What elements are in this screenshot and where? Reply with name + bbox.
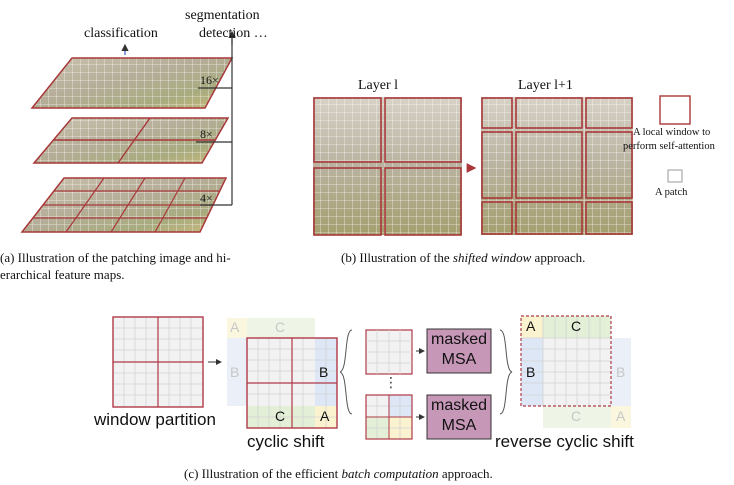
shift-letter-a: A (320, 408, 330, 424)
rev-letter-a: A (526, 318, 536, 334)
masked-msa-label-1: masked MSA (430, 331, 488, 368)
scale-16x: 16× (200, 73, 219, 87)
legend-window-text-1: A local window to (633, 127, 711, 138)
legend-window-text-2: perform self-attention (623, 141, 715, 152)
rev-letter-b: B (526, 364, 536, 380)
layer-l1-title: Layer l+1 (518, 78, 573, 93)
caption-b: (b) Illustration of the shifted window a… (341, 250, 586, 265)
rev-ghost-letter-a: A (616, 408, 626, 424)
panel-b-diagram (313, 95, 691, 236)
legend-window-swatch (659, 95, 691, 125)
masked-msa-box-2 (426, 394, 492, 440)
brace-left (339, 329, 353, 415)
label-cyclic-shift: cyclic shift (247, 432, 325, 451)
panel-c-diagram (112, 315, 631, 440)
scale-4x: 4× (200, 191, 213, 205)
batch-window-2 (365, 394, 413, 440)
cyclic-shift-grid (227, 318, 338, 429)
legend-patch-text: A patch (655, 187, 688, 198)
caption-c: (c) Illustration of the efficient batch … (184, 466, 493, 481)
rev-letter-c: C (571, 318, 582, 334)
layer-l1-windows (481, 97, 633, 235)
ghost-letter-b: B (230, 364, 240, 380)
caption-a-line1: (a) Illustration of the patching image a… (0, 250, 231, 265)
feature-map-4x (20, 177, 228, 233)
shift-letter-c: C (275, 408, 286, 424)
label-reverse-cyclic-shift: reverse cyclic shift (495, 432, 634, 451)
ghost-letter-c: C (275, 319, 286, 335)
rev-ghost-letter-b: B (616, 364, 626, 380)
legend-patch-swatch (667, 169, 683, 183)
label-classification: classification (84, 26, 158, 41)
rev-ghost-letter-c: C (571, 408, 582, 424)
caption-a-line2: erarchical feature maps. (0, 267, 125, 282)
layer-l-title: Layer l (358, 78, 399, 93)
brace-right (499, 329, 513, 415)
masked-msa-label-2: masked MSA (430, 397, 488, 434)
reverse-cyclic-shift-grid (520, 315, 631, 428)
window-partition-grid (112, 316, 204, 408)
shift-letter-b: B (319, 364, 329, 380)
ghost-letter-a: A (230, 319, 240, 335)
scale-8x: 8× (200, 127, 213, 141)
label-segmentation: segmentation (185, 8, 260, 23)
batch-window-1 (365, 329, 413, 375)
label-detection: detection … (199, 26, 268, 41)
label-window-partition: window partition (94, 410, 216, 429)
layer-l-windows (313, 97, 462, 236)
masked-msa-box-1 (426, 328, 492, 374)
feature-map-16x (30, 57, 234, 109)
ellipsis-dots: ⋮ (384, 374, 398, 390)
panel-a-diagram (20, 30, 236, 233)
feature-map-8x (32, 117, 230, 164)
